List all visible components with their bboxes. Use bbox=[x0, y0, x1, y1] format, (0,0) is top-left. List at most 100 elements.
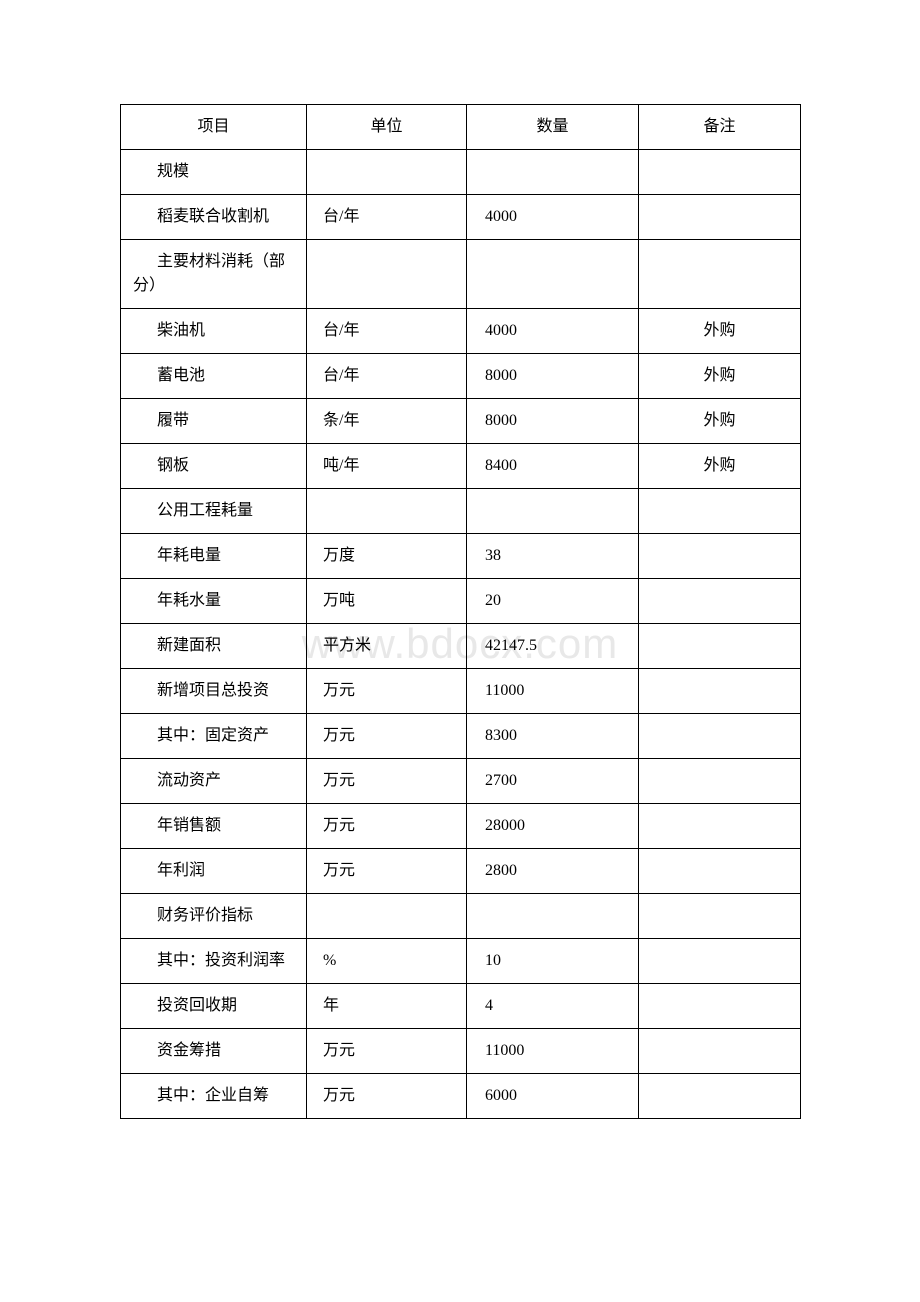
cell-qty: 8000 bbox=[467, 354, 639, 399]
cell-unit: 万吨 bbox=[307, 579, 467, 624]
table-row: 其中：企业自筹万元6000 bbox=[121, 1074, 801, 1119]
cell-item: 公用工程耗量 bbox=[121, 489, 307, 534]
cell-note bbox=[639, 939, 801, 984]
cell-unit: 台/年 bbox=[307, 354, 467, 399]
cell-item: 年销售额 bbox=[121, 804, 307, 849]
cell-qty: 2800 bbox=[467, 849, 639, 894]
cell-item: 其中：固定资产 bbox=[121, 714, 307, 759]
cell-item: 新建面积 bbox=[121, 624, 307, 669]
cell-note bbox=[639, 534, 801, 579]
cell-note bbox=[639, 759, 801, 804]
cell-qty: 6000 bbox=[467, 1074, 639, 1119]
cell-note bbox=[639, 669, 801, 714]
cell-unit: 台/年 bbox=[307, 309, 467, 354]
cell-item: 年利润 bbox=[121, 849, 307, 894]
header-item: 项目 bbox=[121, 105, 307, 150]
cell-qty: 2700 bbox=[467, 759, 639, 804]
cell-note: 外购 bbox=[639, 444, 801, 489]
cell-note bbox=[639, 804, 801, 849]
table-row: 新建面积平方米42147.5 bbox=[121, 624, 801, 669]
cell-item: 钢板 bbox=[121, 444, 307, 489]
cell-note bbox=[639, 489, 801, 534]
table-header-row: 项目 单位 数量 备注 bbox=[121, 105, 801, 150]
cell-qty bbox=[467, 489, 639, 534]
cell-item: 稻麦联合收割机 bbox=[121, 195, 307, 240]
cell-unit: 吨/年 bbox=[307, 444, 467, 489]
data-table: 项目 单位 数量 备注 规模稻麦联合收割机台/年4000主要材料消耗（部分）柴油… bbox=[120, 104, 801, 1119]
table-row: 流动资产万元2700 bbox=[121, 759, 801, 804]
cell-item: 规模 bbox=[121, 150, 307, 195]
table-row: 钢板吨/年8400外购 bbox=[121, 444, 801, 489]
cell-qty: 4 bbox=[467, 984, 639, 1029]
cell-note: 外购 bbox=[639, 354, 801, 399]
cell-qty: 42147.5 bbox=[467, 624, 639, 669]
cell-unit: % bbox=[307, 939, 467, 984]
table-row: 蓄电池台/年8000外购 bbox=[121, 354, 801, 399]
cell-note bbox=[639, 1029, 801, 1074]
cell-unit bbox=[307, 894, 467, 939]
table-row: 公用工程耗量 bbox=[121, 489, 801, 534]
table-row: 财务评价指标 bbox=[121, 894, 801, 939]
table-row: 稻麦联合收割机台/年4000 bbox=[121, 195, 801, 240]
cell-item: 新增项目总投资 bbox=[121, 669, 307, 714]
cell-qty: 8300 bbox=[467, 714, 639, 759]
cell-qty: 8000 bbox=[467, 399, 639, 444]
table-row: 履带条/年8000外购 bbox=[121, 399, 801, 444]
cell-qty bbox=[467, 150, 639, 195]
table-row: 投资回收期年4 bbox=[121, 984, 801, 1029]
header-note: 备注 bbox=[639, 105, 801, 150]
cell-item: 柴油机 bbox=[121, 309, 307, 354]
cell-note bbox=[639, 579, 801, 624]
data-table-container: 项目 单位 数量 备注 规模稻麦联合收割机台/年4000主要材料消耗（部分）柴油… bbox=[120, 104, 800, 1302]
cell-item: 其中：企业自筹 bbox=[121, 1074, 307, 1119]
cell-unit: 万元 bbox=[307, 804, 467, 849]
cell-unit: 万元 bbox=[307, 1029, 467, 1074]
cell-qty: 11000 bbox=[467, 1029, 639, 1074]
cell-unit: 台/年 bbox=[307, 195, 467, 240]
table-row: 规模 bbox=[121, 150, 801, 195]
cell-unit: 万度 bbox=[307, 534, 467, 579]
cell-unit: 条/年 bbox=[307, 399, 467, 444]
cell-item: 财务评价指标 bbox=[121, 894, 307, 939]
cell-qty: 38 bbox=[467, 534, 639, 579]
cell-note bbox=[639, 150, 801, 195]
cell-item: 年耗电量 bbox=[121, 534, 307, 579]
cell-qty: 20 bbox=[467, 579, 639, 624]
cell-item: 履带 bbox=[121, 399, 307, 444]
table-row: 年耗水量万吨20 bbox=[121, 579, 801, 624]
cell-item: 流动资产 bbox=[121, 759, 307, 804]
cell-qty: 4000 bbox=[467, 309, 639, 354]
cell-note bbox=[639, 1074, 801, 1119]
table-row: 年销售额万元28000 bbox=[121, 804, 801, 849]
table-row: 柴油机台/年4000外购 bbox=[121, 309, 801, 354]
cell-unit bbox=[307, 150, 467, 195]
table-row: 资金筹措万元11000 bbox=[121, 1029, 801, 1074]
cell-unit: 万元 bbox=[307, 714, 467, 759]
cell-unit bbox=[307, 489, 467, 534]
cell-qty: 10 bbox=[467, 939, 639, 984]
cell-note bbox=[639, 894, 801, 939]
cell-item: 投资回收期 bbox=[121, 984, 307, 1029]
cell-item: 主要材料消耗（部分） bbox=[121, 240, 307, 309]
cell-unit: 万元 bbox=[307, 759, 467, 804]
cell-qty bbox=[467, 894, 639, 939]
cell-qty: 8400 bbox=[467, 444, 639, 489]
cell-note bbox=[639, 984, 801, 1029]
table-row: 其中：投资利润率%10 bbox=[121, 939, 801, 984]
cell-note bbox=[639, 624, 801, 669]
cell-unit: 万元 bbox=[307, 849, 467, 894]
cell-unit: 年 bbox=[307, 984, 467, 1029]
cell-item: 蓄电池 bbox=[121, 354, 307, 399]
table-row: 其中：固定资产万元8300 bbox=[121, 714, 801, 759]
header-qty: 数量 bbox=[467, 105, 639, 150]
cell-qty: 11000 bbox=[467, 669, 639, 714]
cell-unit bbox=[307, 240, 467, 309]
cell-unit: 万元 bbox=[307, 669, 467, 714]
table-row: 年耗电量万度38 bbox=[121, 534, 801, 579]
cell-item: 其中：投资利润率 bbox=[121, 939, 307, 984]
cell-note bbox=[639, 240, 801, 309]
table-row: 新增项目总投资万元11000 bbox=[121, 669, 801, 714]
cell-unit: 万元 bbox=[307, 1074, 467, 1119]
cell-item: 年耗水量 bbox=[121, 579, 307, 624]
cell-qty bbox=[467, 240, 639, 309]
